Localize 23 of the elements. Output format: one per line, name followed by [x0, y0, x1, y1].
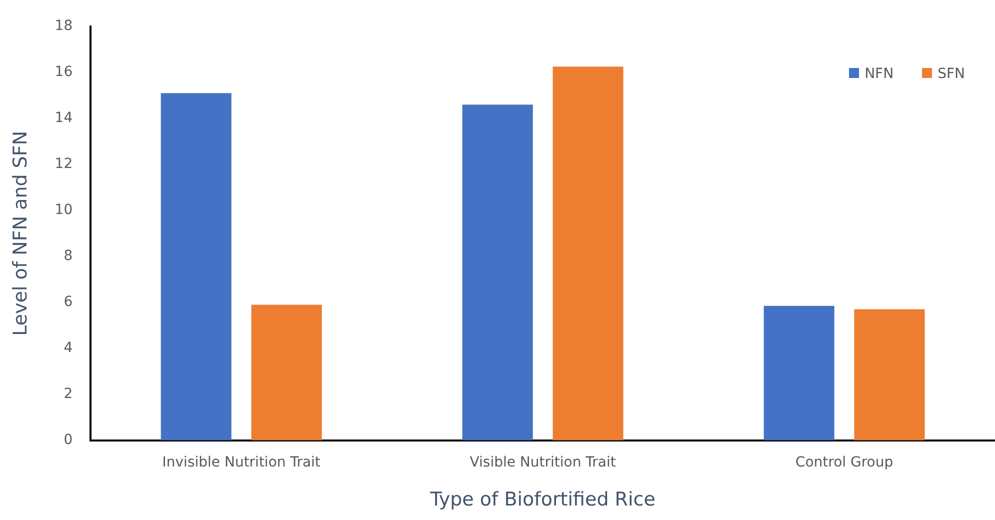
bar — [764, 306, 834, 440]
y-tick-label: 6 — [64, 294, 73, 310]
y-tick-label: 8 — [64, 248, 73, 264]
bar — [251, 304, 322, 440]
legend-label: NFN — [864, 66, 894, 82]
y-tick-label: 18 — [54, 18, 73, 34]
y-tick-label: 0 — [64, 432, 73, 448]
x-tick-label: Control Group — [795, 454, 894, 470]
bar — [854, 309, 925, 440]
bar — [160, 93, 232, 440]
bar — [552, 66, 624, 440]
legend-label: SFN — [936, 66, 965, 82]
y-tick-label: 12 — [54, 156, 73, 172]
y-tick-label: 4 — [64, 340, 73, 356]
x-tick-label: Visible Nutrition Trait — [470, 454, 616, 470]
x-tick-label: Invisible Nutrition Trait — [162, 454, 321, 470]
bar — [462, 104, 533, 440]
y-tick-label: 10 — [54, 202, 73, 218]
y-tick-label: 2 — [64, 386, 73, 402]
y-tick-label: 14 — [54, 110, 73, 126]
y-axis-title: Level of NFN and SFN — [9, 130, 32, 336]
x-axis-title: Type of Biofortified Rice — [429, 488, 656, 511]
y-tick-label: 16 — [54, 64, 73, 80]
